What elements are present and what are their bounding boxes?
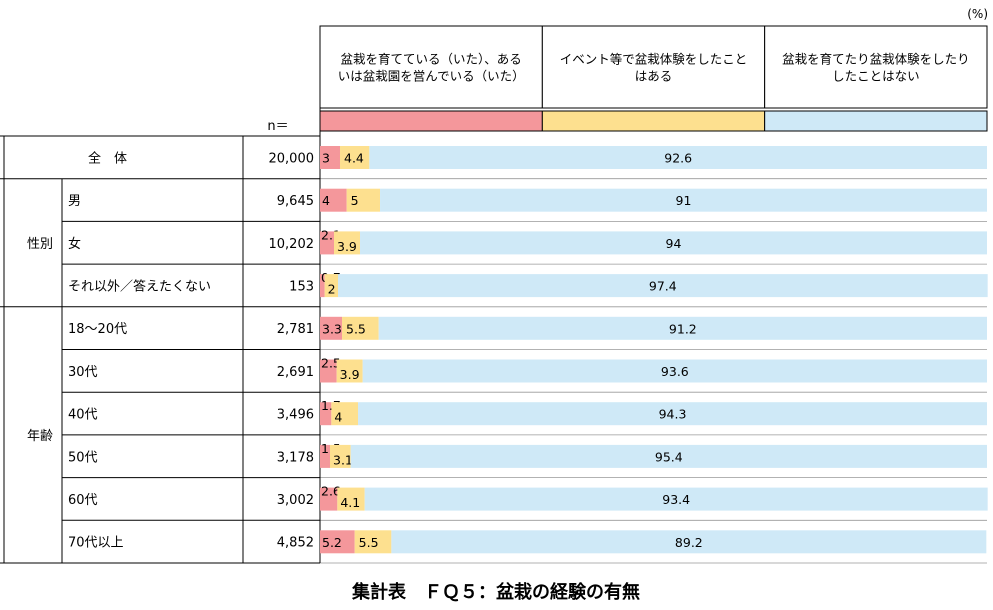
segment-experienced — [320, 530, 355, 554]
data-label: 3.9 — [337, 239, 357, 254]
segment-event-experience — [346, 188, 381, 212]
row-n: 4,852 — [277, 536, 314, 551]
segment-experienced — [320, 274, 325, 298]
legend-label-1: 盆栽を育てている（いた）、あるいは盆栽園を営んでいる（いた） — [338, 52, 525, 84]
row-n: 153 — [289, 279, 314, 294]
segment-none — [364, 487, 988, 511]
row-label: 全 体 — [88, 150, 127, 166]
row-n: 9,645 — [277, 194, 314, 209]
data-label: 5.5 — [359, 535, 379, 550]
segment-experienced — [320, 359, 337, 383]
legend-label-2: イベント等で盆栽体験をしたことはある — [560, 52, 748, 84]
segment-none — [391, 530, 987, 554]
data-label: 91 — [676, 193, 692, 208]
row-n: 3,178 — [277, 450, 314, 465]
segment-event-experience — [354, 530, 392, 554]
segment-event-experience — [324, 274, 339, 298]
segment-experienced — [320, 231, 335, 255]
row-n: 2,781 — [277, 322, 314, 337]
segment-experienced — [320, 444, 331, 468]
row-label: 18～20代 — [68, 322, 127, 337]
data-label: 91.2 — [669, 321, 697, 336]
data-label: 2.5 — [321, 356, 341, 371]
data-label: 97.4 — [649, 279, 677, 294]
data-label: 94 — [666, 236, 682, 251]
row-n: 2,691 — [277, 365, 314, 380]
segment-event-experience — [342, 316, 379, 340]
segment-event-experience — [331, 402, 359, 426]
row-label: それ以外／答えたくない — [68, 278, 211, 294]
legend-swatch-3 — [764, 110, 988, 132]
legend-label-3: 盆栽を育てたり盆栽体験をしたりしたことはない — [782, 52, 970, 84]
segment-none — [358, 402, 987, 426]
data-label: 3.1 — [333, 452, 353, 467]
unit-label: (%) — [967, 7, 988, 21]
segment-experienced — [320, 146, 341, 169]
data-label: 5.5 — [346, 321, 366, 336]
row-label: 女 — [68, 236, 81, 252]
caption: 集計表 ＦＱ５：盆栽の経験の有無 — [351, 581, 640, 603]
data-label: 92.6 — [664, 151, 692, 166]
segment-event-experience — [336, 359, 363, 383]
segment-none — [380, 188, 987, 212]
group-label-2: 年齢 — [27, 429, 53, 444]
data-label: 4.1 — [340, 495, 360, 510]
data-label: 5 — [351, 193, 359, 208]
segment-experienced — [320, 402, 332, 426]
segment-none — [338, 274, 988, 298]
row-label: 男 — [68, 194, 81, 209]
segment-experienced — [320, 188, 347, 212]
data-label: 93.6 — [661, 364, 689, 379]
row-n: 3,002 — [277, 493, 314, 508]
segment-none — [350, 444, 987, 468]
data-label: 2.6 — [321, 484, 341, 499]
row-n: 20,000 — [269, 151, 315, 166]
legend-box-2 — [541, 25, 766, 109]
row-n: 10,202 — [269, 237, 315, 252]
row-label: 70代以上 — [68, 536, 124, 551]
data-label: 3 — [322, 151, 330, 166]
legend-box-1 — [319, 25, 543, 109]
data-label: 4 — [334, 410, 342, 425]
segment-none — [362, 359, 987, 383]
segment-event-experience — [330, 444, 351, 468]
data-label: 4 — [322, 193, 330, 208]
segment-experienced — [320, 316, 343, 340]
segment-none — [360, 231, 987, 255]
legend-box-3 — [764, 25, 988, 109]
row-label: 30代 — [68, 365, 98, 380]
row-label: 60代 — [68, 493, 98, 508]
data-label: 3.3 — [322, 321, 342, 336]
data-label: 5.2 — [322, 535, 342, 550]
data-label: 94.3 — [659, 407, 687, 422]
segment-event-experience — [337, 487, 365, 511]
group-label-1: 性別 — [27, 237, 53, 252]
row-label: 50代 — [68, 450, 98, 465]
data-label: 2 — [328, 282, 336, 297]
segment-event-experience — [334, 231, 361, 255]
data-label: 4.4 — [344, 151, 364, 166]
n-header: n＝ — [267, 119, 288, 134]
data-label: 89.2 — [675, 535, 703, 550]
segment-event-experience — [340, 146, 370, 169]
legend-swatch-1 — [319, 110, 543, 132]
segment-experienced — [320, 487, 338, 511]
data-label: 95.4 — [655, 449, 683, 464]
legend-swatch-2 — [541, 110, 766, 132]
segment-none — [378, 316, 987, 340]
row-label: 40代 — [68, 408, 98, 423]
row-n: 3,496 — [277, 408, 314, 423]
data-label: 3.9 — [340, 367, 360, 382]
segment-none — [369, 146, 987, 169]
data-label: 93.4 — [662, 492, 690, 507]
